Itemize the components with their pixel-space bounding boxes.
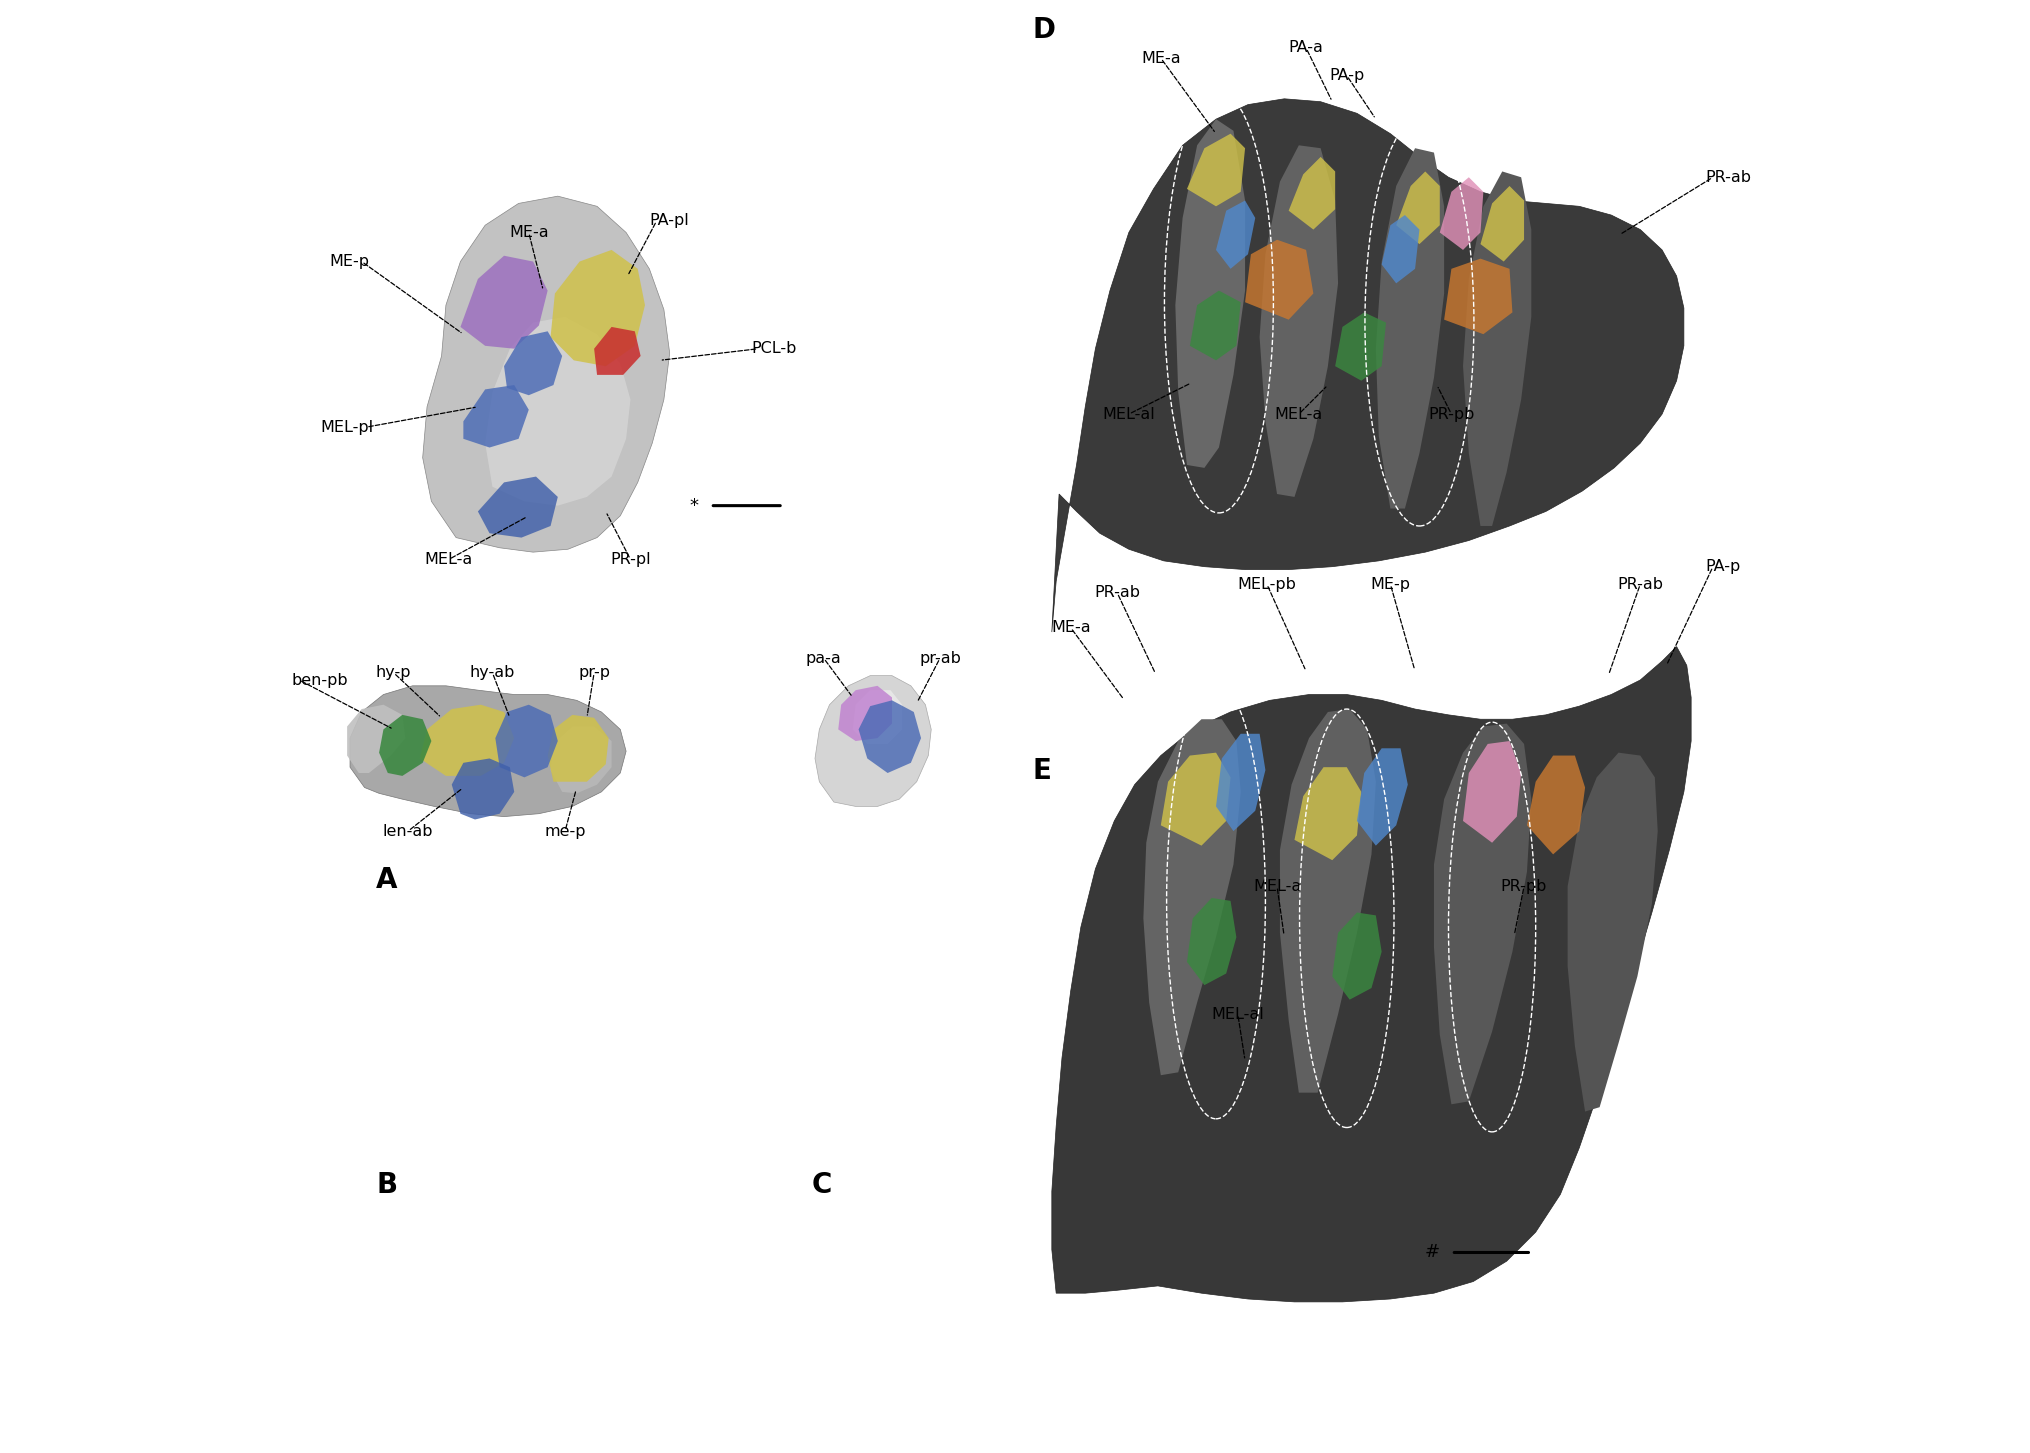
Text: pa-a: pa-a	[806, 651, 840, 665]
Text: hy-p: hy-p	[376, 665, 412, 680]
Text: ben-pb: ben-pb	[292, 673, 349, 687]
Polygon shape	[550, 726, 611, 793]
Polygon shape	[461, 256, 548, 349]
Polygon shape	[347, 705, 406, 773]
Text: MEL-al: MEL-al	[1102, 407, 1155, 421]
Text: B: B	[376, 1171, 398, 1199]
Polygon shape	[1186, 898, 1236, 985]
Text: PR-ab: PR-ab	[1094, 586, 1139, 600]
Polygon shape	[477, 477, 558, 538]
Text: PR-ab: PR-ab	[1705, 170, 1750, 185]
Text: PA-pl: PA-pl	[650, 214, 688, 228]
Polygon shape	[1293, 767, 1360, 860]
Text: pr-p: pr-p	[579, 665, 609, 680]
Polygon shape	[1052, 99, 1683, 632]
Text: pr-ab: pr-ab	[918, 651, 960, 665]
Polygon shape	[485, 317, 629, 506]
Polygon shape	[1527, 756, 1583, 854]
Text: MEL-a: MEL-a	[1275, 407, 1322, 421]
Polygon shape	[1186, 134, 1244, 206]
Polygon shape	[1216, 734, 1265, 831]
Polygon shape	[1462, 171, 1531, 526]
Polygon shape	[1356, 748, 1407, 846]
Polygon shape	[1433, 724, 1531, 1104]
Polygon shape	[1216, 201, 1255, 269]
Text: #: #	[1423, 1244, 1439, 1261]
Polygon shape	[1462, 741, 1520, 843]
Polygon shape	[451, 758, 514, 819]
Text: PR-pb: PR-pb	[1500, 879, 1547, 894]
Polygon shape	[463, 385, 528, 448]
Polygon shape	[548, 715, 609, 782]
Polygon shape	[814, 676, 932, 806]
Text: MEL-a: MEL-a	[1253, 879, 1301, 894]
Text: hy-ab: hy-ab	[469, 665, 516, 680]
Polygon shape	[1161, 753, 1230, 846]
Polygon shape	[420, 705, 514, 776]
Polygon shape	[1287, 157, 1334, 230]
Text: ME-a: ME-a	[1141, 51, 1179, 65]
Text: len-ab: len-ab	[384, 824, 432, 838]
Polygon shape	[1279, 709, 1374, 1093]
Text: ME-a: ME-a	[510, 225, 548, 240]
Polygon shape	[1567, 753, 1656, 1112]
Text: MEL-al: MEL-al	[1210, 1007, 1263, 1021]
Text: PR-ab: PR-ab	[1616, 577, 1663, 591]
Polygon shape	[1244, 240, 1313, 320]
Polygon shape	[1334, 312, 1384, 381]
Polygon shape	[1395, 171, 1439, 244]
Polygon shape	[1480, 186, 1522, 262]
Text: A: A	[376, 866, 398, 894]
Text: PCL-b: PCL-b	[751, 341, 796, 356]
Polygon shape	[1259, 145, 1338, 497]
Polygon shape	[1143, 719, 1240, 1075]
Polygon shape	[495, 705, 558, 777]
Polygon shape	[853, 690, 901, 744]
Text: MEL-a: MEL-a	[424, 552, 473, 567]
Text: MEL-pl: MEL-pl	[321, 420, 374, 434]
Polygon shape	[1332, 912, 1380, 1000]
Polygon shape	[1380, 215, 1419, 283]
Text: PR-pl: PR-pl	[609, 552, 650, 567]
Polygon shape	[838, 686, 891, 741]
Polygon shape	[1190, 291, 1240, 360]
Text: PR-pb: PR-pb	[1427, 407, 1474, 421]
Text: ME-p: ME-p	[329, 254, 369, 269]
Text: me-p: me-p	[544, 824, 585, 838]
Text: PA-a: PA-a	[1287, 41, 1324, 55]
Polygon shape	[1175, 119, 1244, 468]
Text: E: E	[1033, 757, 1052, 785]
Text: *: *	[690, 497, 698, 514]
Text: ME-p: ME-p	[1370, 577, 1409, 591]
Polygon shape	[503, 331, 562, 395]
Polygon shape	[1439, 177, 1482, 250]
Polygon shape	[380, 715, 430, 776]
Text: MEL-pb: MEL-pb	[1236, 577, 1295, 591]
Polygon shape	[422, 196, 670, 552]
Polygon shape	[349, 686, 625, 817]
Polygon shape	[595, 327, 639, 375]
Text: D: D	[1033, 16, 1056, 44]
Polygon shape	[1052, 647, 1691, 1302]
Polygon shape	[1374, 148, 1443, 509]
Text: C: C	[812, 1171, 832, 1199]
Polygon shape	[550, 250, 646, 366]
Text: ME-a: ME-a	[1050, 620, 1090, 635]
Text: PA-p: PA-p	[1705, 559, 1740, 574]
Polygon shape	[859, 700, 920, 773]
Polygon shape	[1443, 259, 1512, 334]
Text: PA-p: PA-p	[1328, 68, 1364, 83]
